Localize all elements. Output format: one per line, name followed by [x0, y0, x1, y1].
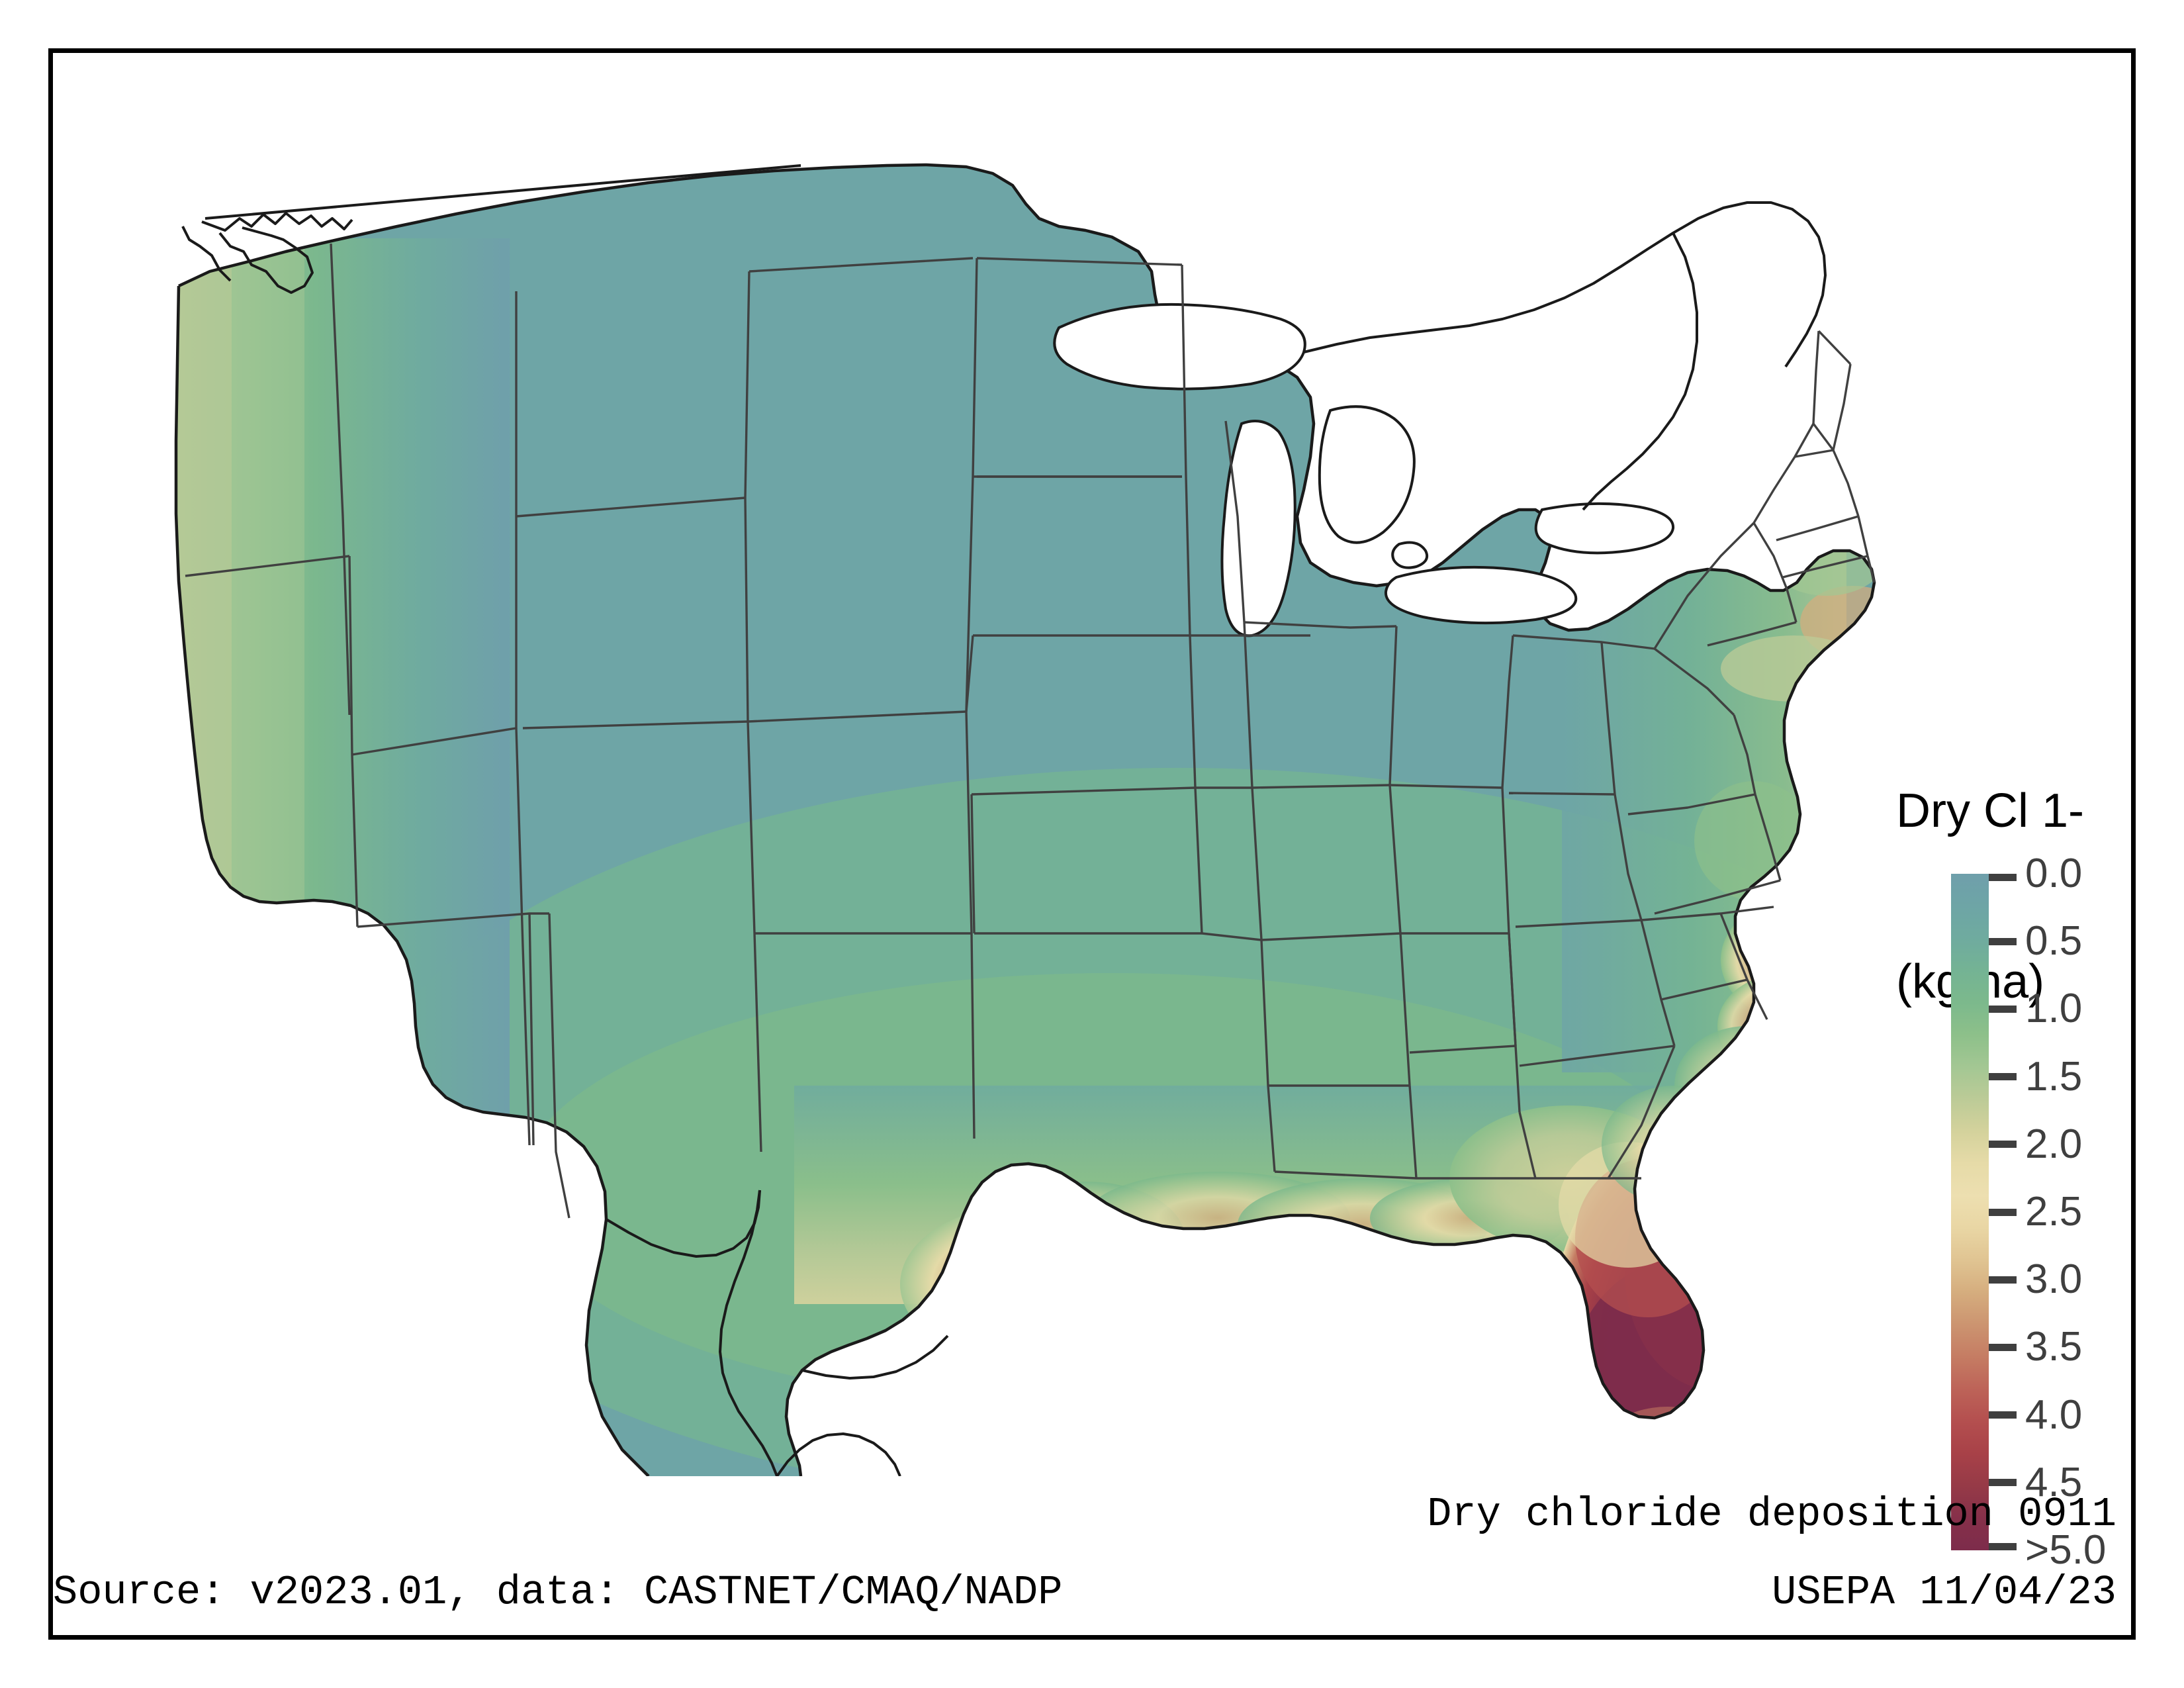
map-figure-frame: Dry Cl 1- (kg/ha) 0.00.51.01.52.02.53.03… — [48, 48, 2136, 1640]
colorbar-gradient — [1951, 874, 1989, 1550]
colorbar-tick-label: 3.5 — [2025, 1324, 2083, 1370]
colorbar-tick-label: 4.5 — [2025, 1459, 2083, 1505]
colorbar-tick — [1989, 1411, 2017, 1419]
colorbar-tick — [1989, 1479, 2017, 1487]
colorbar-tick-label: 2.0 — [2025, 1121, 2083, 1167]
colorbar-tick — [1989, 874, 2017, 881]
colorbar-wrapper: 0.0 0.5 1.0 1.5 2.0 2.5 3.0 3.5 4.0 4.5 >5.0 — [1951, 853, 2131, 1571]
colorbar-tick — [1989, 1343, 2017, 1351]
legend-title-line1: Dry Cl 1- — [1896, 784, 2084, 837]
map-canvas — [53, 53, 1899, 1476]
colorbar-tick — [1989, 1276, 2017, 1284]
colorbar-tick — [1989, 937, 2017, 945]
state-boundaries — [185, 243, 1876, 1219]
colorbar-tick — [1989, 1005, 2017, 1013]
colorbar-tick-label: 0.0 — [2025, 851, 2083, 896]
agency-credit: USEPA 11/04/23 — [1772, 1569, 2116, 1616]
source-note: Source: v2023.01, data: CASTNET/CMAQ/NAD… — [53, 1569, 1063, 1616]
map-subtitle: Dry chloride deposition 0911 — [1427, 1491, 2116, 1538]
colorbar-tick-label: 2.5 — [2025, 1189, 2083, 1235]
colorbar-legend: Dry Cl 1- (kg/ha) 0.00.51.01.52.02.53.03… — [1853, 669, 2131, 1571]
colorbar-tick — [1989, 1208, 2017, 1216]
great-lakes — [1053, 303, 1675, 637]
colorbar-tick — [1989, 1141, 2017, 1149]
colorbar-tick-label: >5.0 — [2025, 1527, 2107, 1573]
colorbar-tick-label: 0.5 — [2025, 918, 2083, 964]
colorbar-tick — [1989, 1543, 2017, 1550]
international-boundary — [181, 164, 1827, 1476]
colorbar-tick — [1989, 1073, 2017, 1081]
colorbar-tick-label: 1.0 — [2025, 986, 2083, 1032]
deposition-map — [53, 53, 1899, 1476]
coastline-outline — [174, 163, 1876, 1476]
colorbar-tick-label: 4.0 — [2025, 1391, 2083, 1438]
colorbar-tick-label: 1.5 — [2025, 1053, 2083, 1100]
colorbar-tick-label: 3.0 — [2025, 1256, 2083, 1303]
